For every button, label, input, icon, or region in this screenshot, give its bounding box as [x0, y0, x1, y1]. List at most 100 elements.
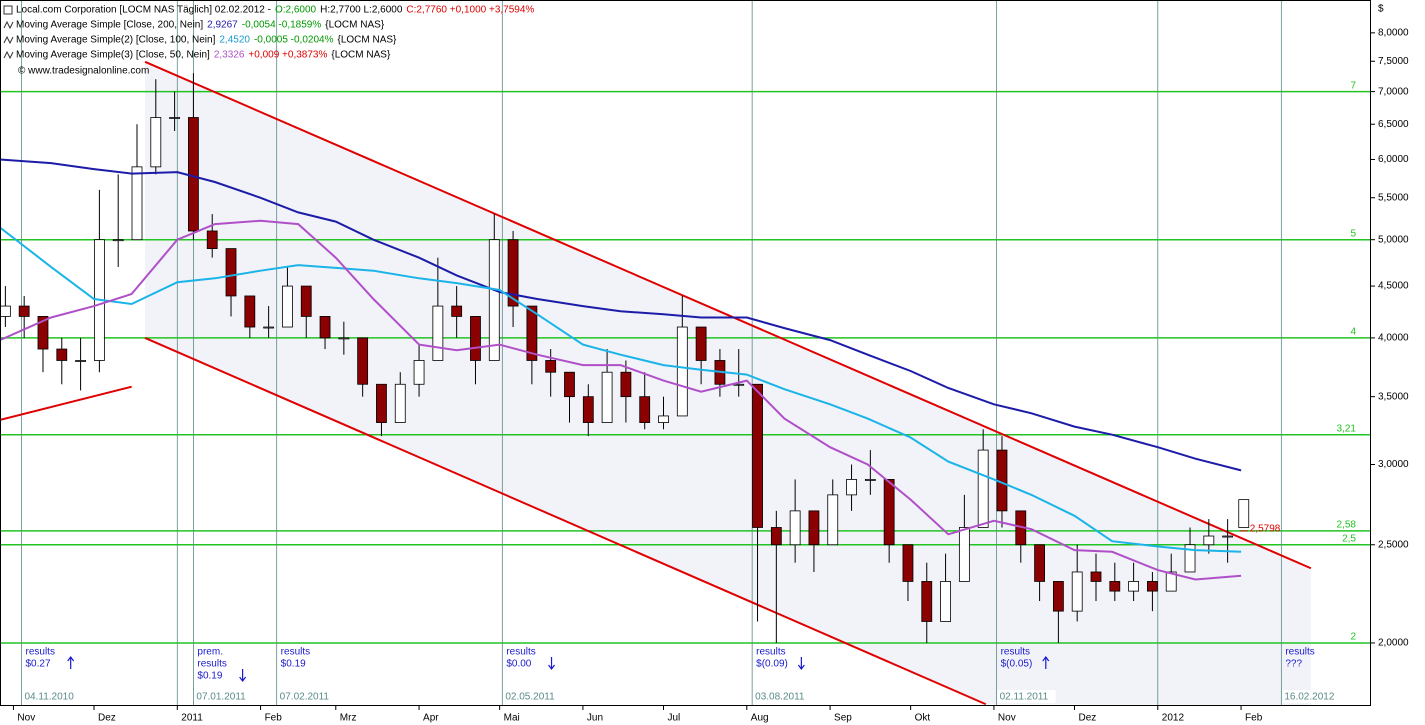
event-arrow [239, 669, 247, 682]
event-text: $0.27 [25, 659, 50, 670]
trend-line [0, 385, 132, 421]
event-date-bg [503, 690, 562, 703]
x-tick-label: Jul [668, 713, 681, 724]
header-icon [3, 50, 14, 60]
candle-body [188, 117, 199, 232]
candle-body [921, 581, 933, 622]
candle-body [1203, 535, 1215, 546]
candle-body [752, 383, 763, 528]
header-text: {LOCM NAS} [337, 35, 397, 46]
event-arrow [67, 656, 75, 669]
candle-body [413, 360, 425, 385]
event-date: 16.02.2012 [1284, 692, 1334, 703]
candle-body [451, 305, 463, 317]
event-text: results [1285, 647, 1314, 658]
candle-body [639, 396, 651, 423]
header-text: Moving Average Simple [Close, 200, Nein] [16, 20, 203, 31]
data-layer [0, 60, 1312, 706]
event-text: ??? [1285, 659, 1302, 670]
y-tick-label: 7,0000 [1378, 86, 1409, 97]
candle-body [695, 326, 707, 361]
candle-body [1052, 581, 1064, 612]
event-date: 04.11.2010 [24, 692, 74, 703]
candle-body [488, 239, 500, 361]
candle-body [883, 479, 895, 546]
candle-body [1109, 581, 1121, 592]
level-label: 2,5 [1342, 533, 1356, 544]
event-date: 02.05.2011 [505, 692, 555, 703]
candle-body [582, 396, 594, 423]
event-text: $0.19 [197, 671, 222, 682]
x-tick-label: Mai [504, 713, 520, 724]
price-label: 2,5798 [1250, 524, 1281, 535]
candle-body [1147, 581, 1158, 592]
event-date-bg [22, 690, 81, 703]
event-date-bg [997, 690, 1056, 703]
header-text: O:2,6000 [275, 5, 317, 16]
header-text: Moving Average Simple(2) [Close, 100, Ne… [16, 35, 216, 46]
header-text: -0,0005 -0,0204% [254, 35, 334, 46]
y-tick-label: 2,0000 [1378, 638, 1409, 649]
event-text: results [1001, 647, 1030, 658]
header-text: -0,0054 -0,1859% [242, 20, 322, 31]
candle-body [658, 415, 669, 423]
candle-body [1090, 571, 1102, 582]
event-arrow [548, 657, 556, 670]
x-tick-label: Jun [587, 713, 603, 724]
event-text: results [197, 659, 226, 670]
event-text: results [756, 647, 785, 658]
candle-body [37, 316, 49, 350]
y-tick-label: 5,5000 [1378, 192, 1409, 203]
candle-body [808, 510, 820, 546]
header-text: {LOCM NAS} [325, 20, 385, 31]
header-icon [3, 35, 14, 45]
event-date-bg [1282, 690, 1341, 703]
candle-body [282, 285, 293, 328]
y-tick-label: 3,5000 [1378, 391, 1409, 402]
moving-average-line [0, 226, 1242, 553]
candle-body [376, 383, 387, 423]
header-icon [3, 5, 13, 15]
trend-line [144, 336, 987, 706]
x-tick-label: 2011 [181, 713, 203, 724]
event-date-bg [277, 690, 336, 703]
candle-body [263, 326, 275, 329]
x-tick-label: Sep [834, 713, 852, 724]
y-tick-label: 4,5000 [1378, 281, 1409, 292]
header-text: Local.com Corporation [LOCM NAS Täglich]… [16, 5, 271, 16]
candle-body [564, 371, 575, 398]
x-tick-label: Apr [423, 713, 439, 724]
event-text: results [25, 647, 54, 658]
candle-body [169, 117, 181, 119]
candle-body [864, 479, 876, 481]
header-text: +0,009 +0,3873% [248, 50, 327, 61]
candle-body [357, 337, 369, 385]
candle-body [225, 248, 237, 297]
event-date: 03.08.2011 [755, 692, 805, 703]
x-tick-label: Dez [1079, 713, 1097, 724]
candle-body [300, 285, 312, 317]
x-tick-label: Mrz [340, 713, 357, 724]
level-label: 3,21 [1337, 423, 1357, 434]
event-text: $(0.09) [756, 659, 788, 670]
y-tick-label: 4,0000 [1378, 333, 1409, 344]
x-tick-label: Feb [265, 713, 283, 724]
plot-border [0, 0, 1371, 706]
trend-line [144, 60, 1312, 570]
candle-body [394, 383, 406, 423]
x-tick-label: Nov [998, 713, 1016, 724]
candle-body [432, 305, 444, 361]
candle-body [470, 316, 481, 361]
candle-body [1165, 571, 1177, 592]
header-text: C:2,7760 +0,1000 +3,7594% [406, 5, 534, 16]
moving-average-line [0, 158, 1242, 472]
x-tick-label: Nov [17, 713, 35, 724]
x-tick-label: Dez [98, 713, 116, 724]
candle-body [75, 360, 86, 362]
candle-body [1184, 544, 1196, 573]
event-date-bg [194, 690, 253, 703]
y-tick-label: 6,5000 [1378, 119, 1409, 130]
x-tick-label: 2012 [1162, 713, 1185, 724]
candle-body [319, 316, 331, 339]
